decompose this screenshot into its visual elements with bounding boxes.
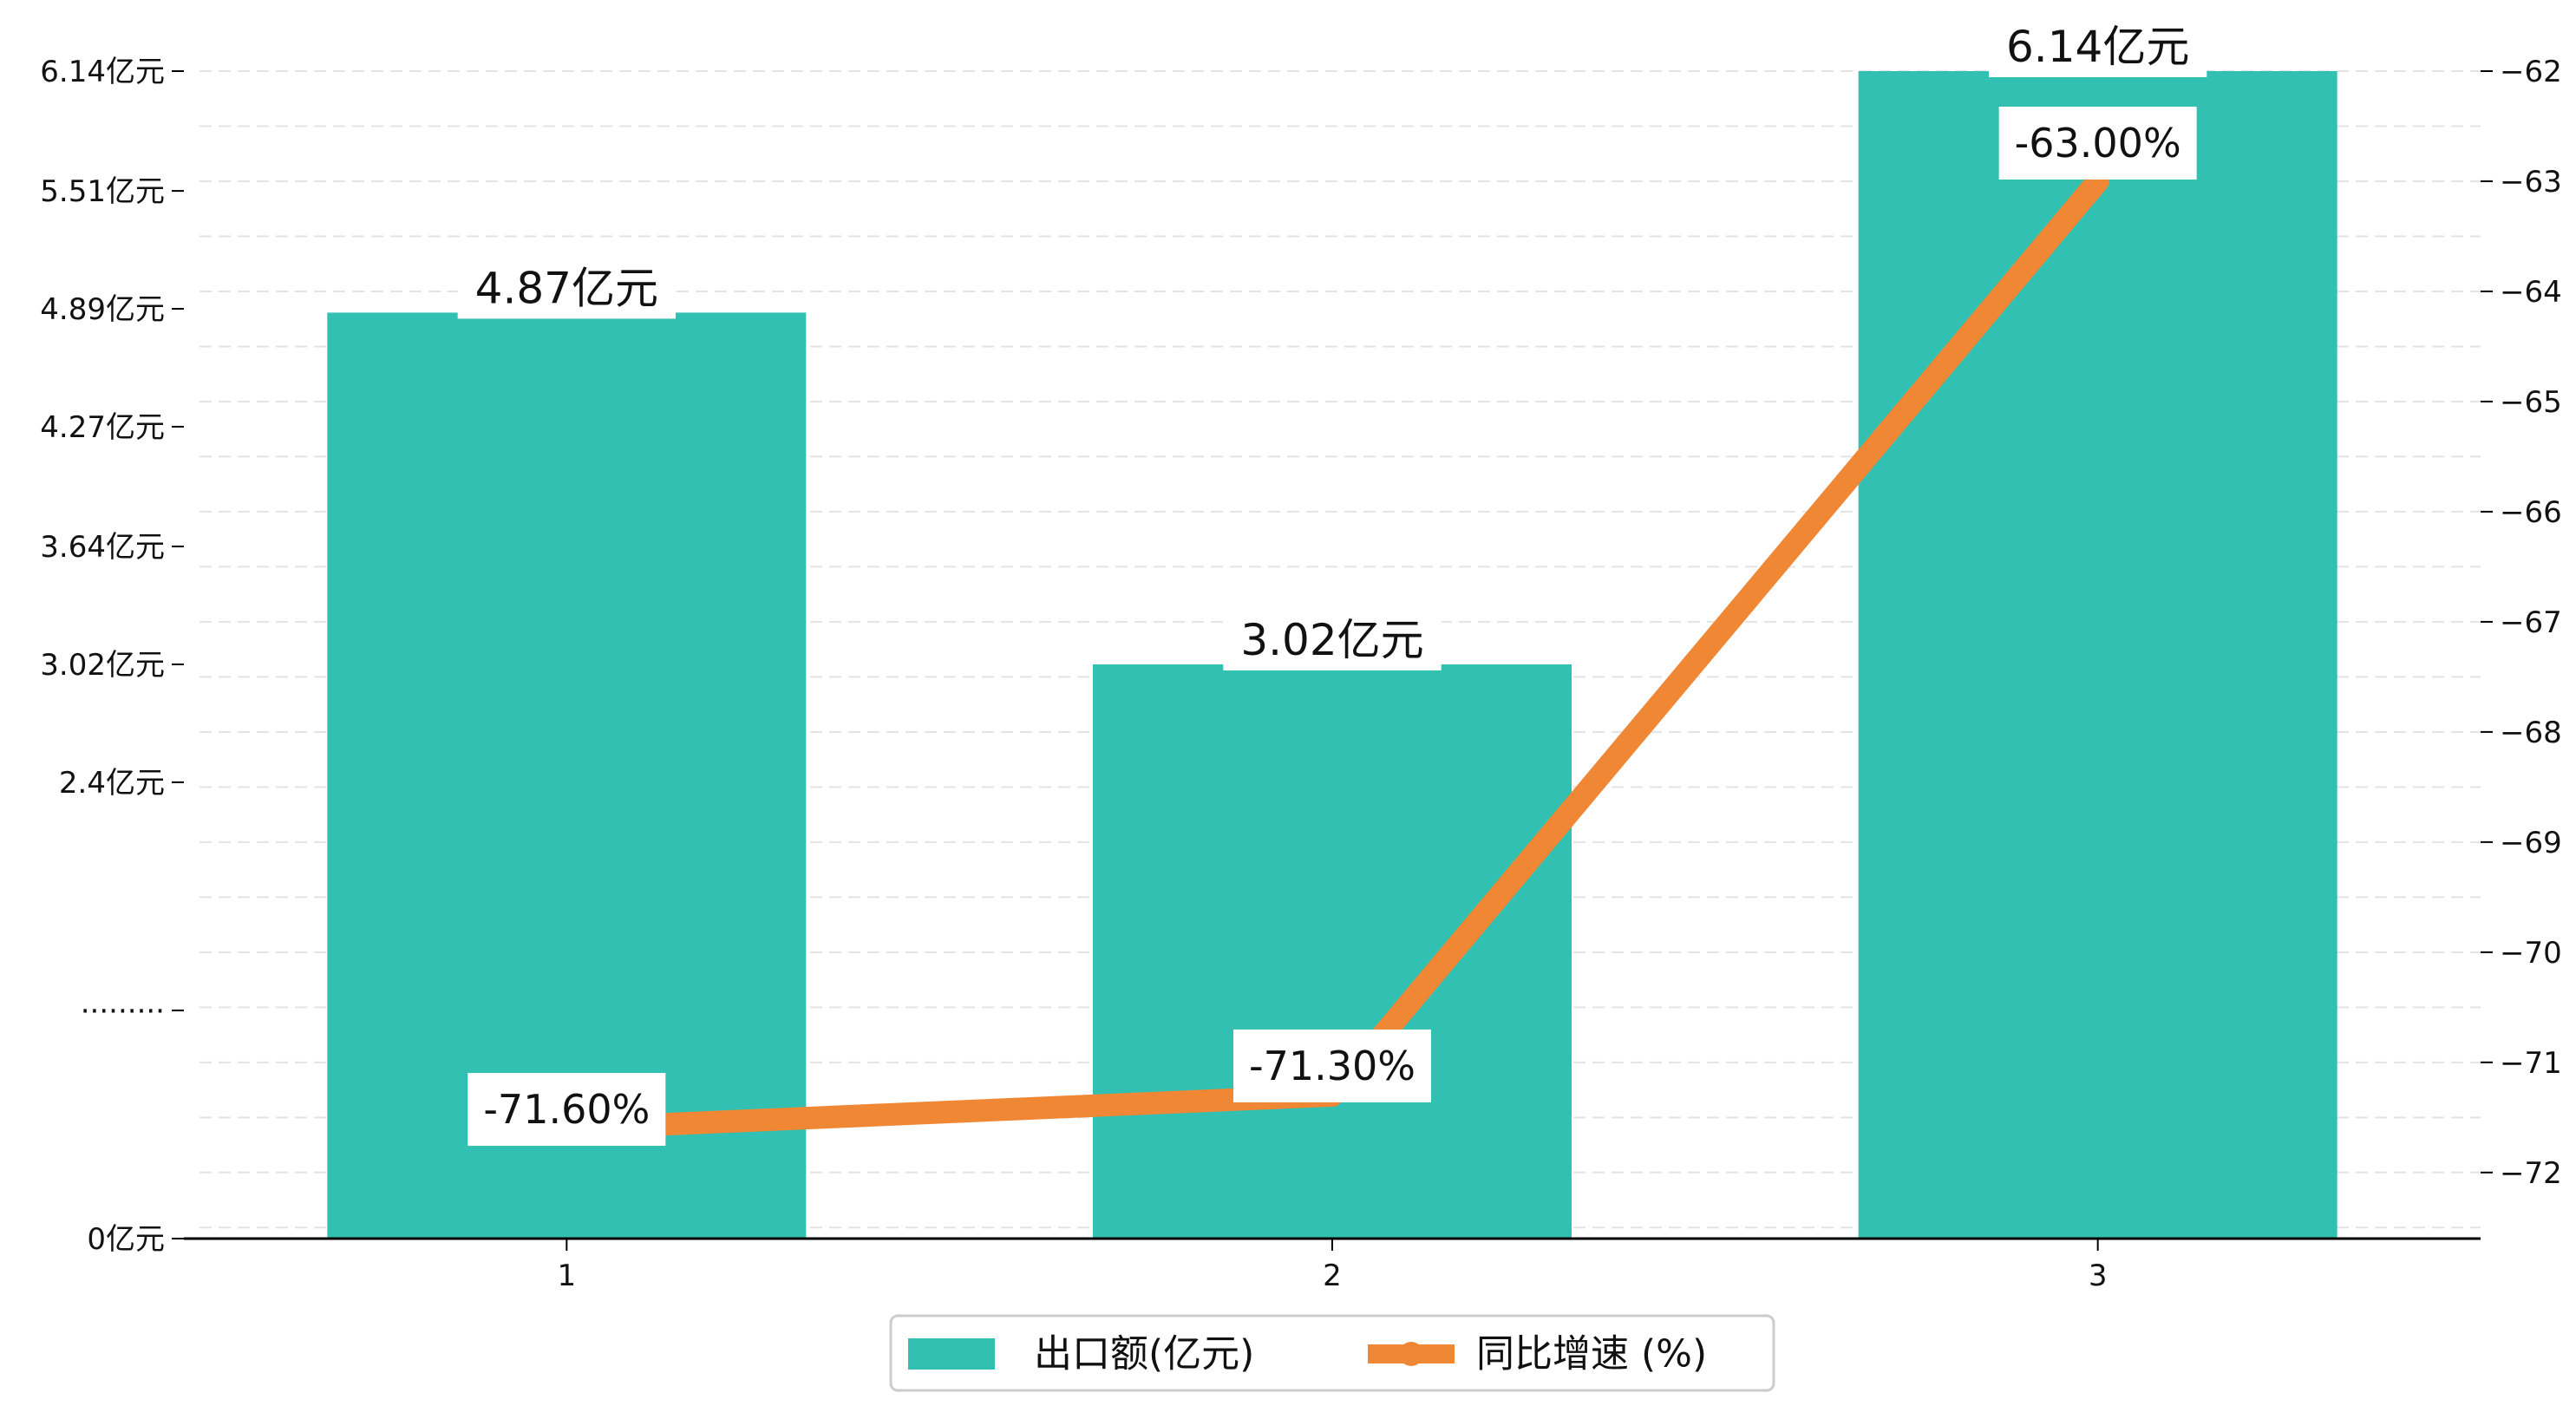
y-left-tick-label: ········· bbox=[81, 994, 165, 1029]
x-tick-label: 2 bbox=[1323, 1259, 1342, 1293]
growth-value-label: -71.60% bbox=[467, 1073, 666, 1147]
growth-value-label-box bbox=[1233, 1029, 1431, 1102]
y-left-tick-label: 6.14亿元 bbox=[40, 55, 165, 89]
legend-label-growth: 同比增速 (%) bbox=[1476, 1332, 1707, 1376]
y-left-tick-label: 3.64亿元 bbox=[40, 530, 165, 565]
y-right-tick-label: −63 bbox=[2500, 165, 2562, 199]
y-right-tick-label: −64 bbox=[2500, 275, 2562, 310]
x-tick-label: 1 bbox=[558, 1259, 577, 1293]
legend-box bbox=[889, 1314, 1775, 1392]
y-left-tick-label: 0亿元 bbox=[87, 1222, 165, 1257]
y-left-tick-label: 3.02亿元 bbox=[40, 648, 165, 683]
y-right-tick-label: −69 bbox=[2500, 826, 2562, 860]
bar-value-label-text: 6.14亿元 bbox=[2006, 22, 2189, 72]
growth-value-label-text: -71.60% bbox=[483, 1086, 650, 1133]
growth-value-label-box bbox=[467, 1073, 666, 1147]
y-right-tick-label: −72 bbox=[2500, 1156, 2562, 1191]
bar-value-label-box bbox=[457, 258, 676, 319]
y-right-tick-label: −67 bbox=[2500, 605, 2562, 640]
bar-series-export bbox=[327, 71, 2337, 1239]
y-right-tick-label: −66 bbox=[2500, 495, 2562, 530]
y-right-tick-label: −68 bbox=[2500, 716, 2562, 750]
bar-value-label: 4.87亿元 bbox=[457, 258, 676, 319]
y-left-tick-label: 4.27亿元 bbox=[40, 410, 165, 445]
bar-value-label-text: 4.87亿元 bbox=[475, 263, 658, 313]
axes: 0亿元 ········· 2.4亿元 3.02亿元 3.64亿元 4.27亿元 4.89亿… bbox=[40, 55, 2561, 1293]
y-right-tick-label: −70 bbox=[2500, 936, 2562, 971]
legend-swatch-export bbox=[908, 1338, 995, 1370]
legend-label-export: 出口额(亿元) bbox=[1034, 1332, 1254, 1376]
legend: 出口额(亿元) 同比增速 (%) bbox=[889, 1314, 1775, 1392]
y-right-tick-label: −62 bbox=[2500, 55, 2562, 89]
growth-value-label-box bbox=[1998, 106, 2197, 180]
bar-value-label: 3.02亿元 bbox=[1223, 609, 1442, 670]
y-right-tick-label: −65 bbox=[2500, 385, 2562, 420]
y-left-tick-label: 4.89亿元 bbox=[40, 292, 165, 327]
y-left-tick-label: 2.4亿元 bbox=[59, 766, 165, 801]
x-tick-label: 3 bbox=[2089, 1259, 2108, 1293]
bar-value-label-box bbox=[1223, 609, 1442, 670]
bar-value-label-text: 3.02亿元 bbox=[1240, 615, 1423, 665]
growth-value-label-text: -63.00% bbox=[2015, 120, 2181, 167]
bar-value-label-box bbox=[1989, 16, 2207, 77]
legend-marker-growth bbox=[1399, 1342, 1423, 1366]
y-left-tick-label: 5.51亿元 bbox=[40, 174, 165, 209]
bar-value-label: 6.14亿元 bbox=[1989, 16, 2207, 77]
growth-value-label: -63.00% bbox=[1998, 106, 2197, 180]
bar-3 bbox=[1858, 71, 2337, 1239]
data-labels: 4.87亿元 3.02亿元 6.14亿元 -71.60% -71.30% -63.00% bbox=[457, 16, 2207, 1147]
growth-value-label: -71.30% bbox=[1233, 1029, 1431, 1102]
growth-value-label-text: -71.30% bbox=[1249, 1043, 1415, 1089]
bar-2 bbox=[1093, 664, 1572, 1239]
y-right-tick-label: −71 bbox=[2500, 1046, 2562, 1081]
